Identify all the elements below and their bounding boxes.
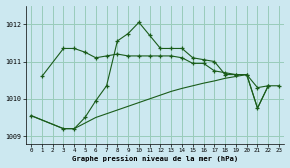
X-axis label: Graphe pression niveau de la mer (hPa): Graphe pression niveau de la mer (hPa) [72,156,238,162]
